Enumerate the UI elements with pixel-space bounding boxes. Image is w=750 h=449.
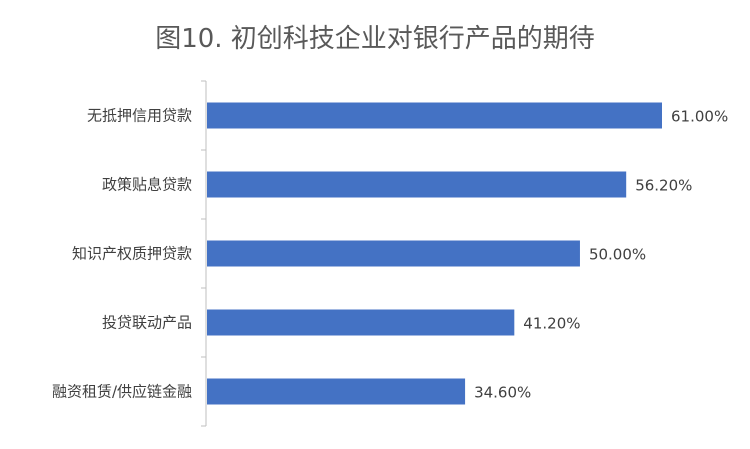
chart-title: 图10. 初创科技企业对银行产品的期待 [155,24,595,54]
value-label: 34.60% [474,384,531,402]
category-label: 政策贴息贷款 [102,176,192,194]
bar [207,309,515,336]
value-label: 50.00% [589,246,646,264]
bars [207,102,662,405]
category-axis [201,80,207,427]
value-label: 41.20% [523,315,580,333]
bar [207,171,627,198]
category-label: 知识产权质押贷款 [72,245,192,263]
bar [207,102,662,129]
labels: 无抵押信用贷款 61.00% 政策贴息贷款 56.20% 知识产权质押贷款 50.00% 投… [52,107,728,402]
value-label: 56.20% [635,177,692,195]
category-label: 投贷联动产品 [102,314,192,332]
category-label: 融资租赁/供应链金融 [52,383,192,401]
bar [207,378,466,405]
category-label: 无抵押信用贷款 [87,107,192,125]
value-label: 61.00% [671,108,728,126]
bar [207,240,580,267]
